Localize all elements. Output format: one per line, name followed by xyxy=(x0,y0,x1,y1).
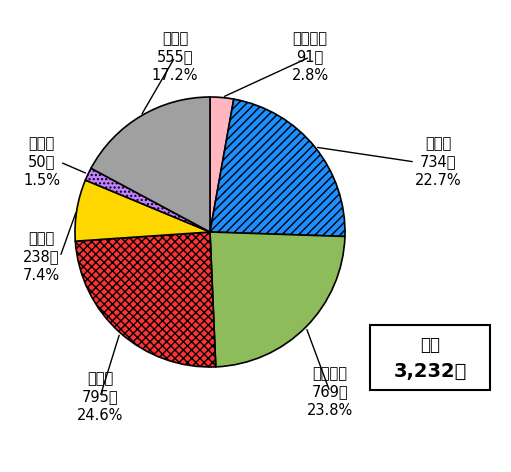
FancyBboxPatch shape xyxy=(370,325,490,389)
Text: 欧州国籍
769件
23.8%: 欧州国籍 769件 23.8% xyxy=(307,366,353,418)
Wedge shape xyxy=(210,232,345,367)
Wedge shape xyxy=(210,97,234,232)
Wedge shape xyxy=(75,180,210,241)
Text: 日本国籍
91件
2.8%: 日本国籍 91件 2.8% xyxy=(291,31,329,83)
Wedge shape xyxy=(75,232,216,367)
Text: 中国籍
795件
24.6%: 中国籍 795件 24.6% xyxy=(77,371,123,423)
Text: 台湾籍
50件
1.5%: 台湾籍 50件 1.5% xyxy=(23,136,60,188)
Text: 米国籍
734件
22.7%: 米国籍 734件 22.7% xyxy=(415,136,461,188)
Text: 韓国籍
238件
7.4%: 韓国籍 238件 7.4% xyxy=(23,231,60,283)
Wedge shape xyxy=(91,97,210,232)
Text: その他
555件
17.2%: その他 555件 17.2% xyxy=(152,31,198,83)
Text: 3,232件: 3,232件 xyxy=(393,362,467,380)
Wedge shape xyxy=(210,99,345,236)
Wedge shape xyxy=(85,168,210,232)
Text: 合計: 合計 xyxy=(420,336,440,354)
